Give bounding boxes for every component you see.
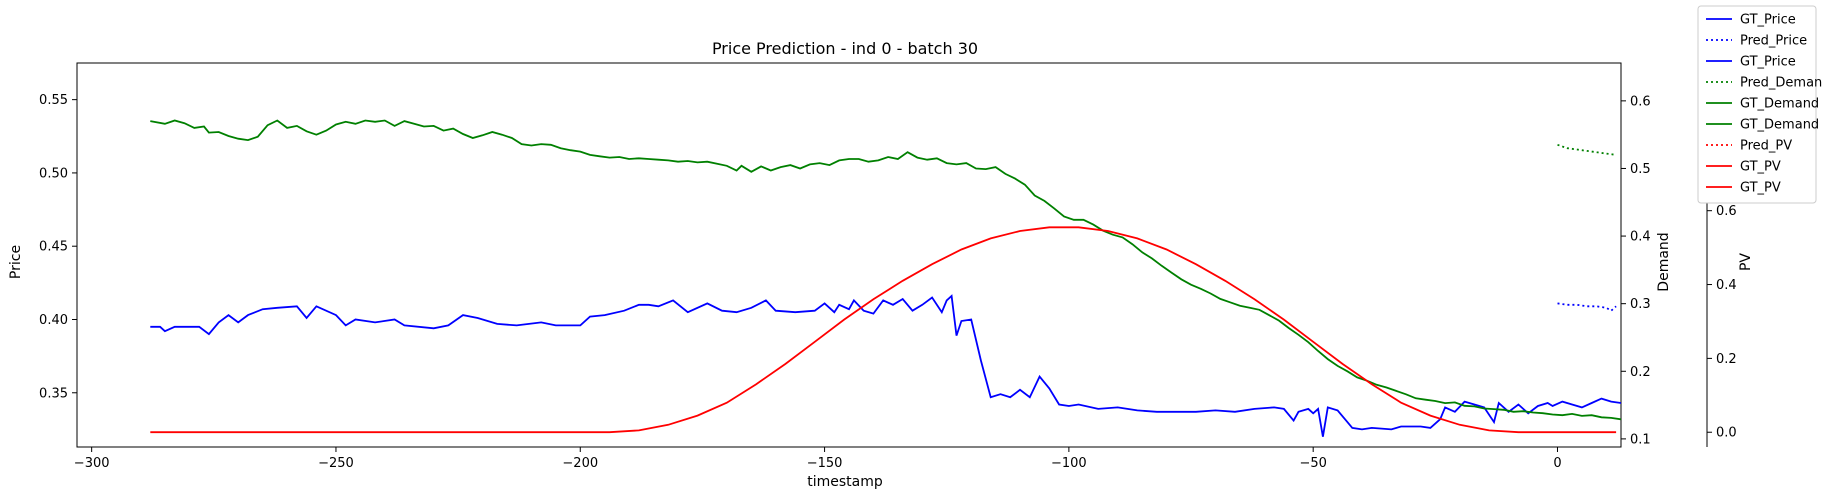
legend-label: GT_Price [1740, 13, 1796, 28]
price-tick-label: 0.35 [39, 386, 68, 401]
price-axis-label: Price [8, 245, 24, 279]
price-tick-label: 0.50 [39, 166, 68, 181]
legend-label: GT_PV [1740, 160, 1781, 175]
x-tick-label: −100 [1051, 456, 1087, 471]
x-tick-label: −150 [807, 456, 843, 471]
pv-tick-label: 0.4 [1716, 278, 1737, 293]
demand-tick-label: 0.1 [1630, 432, 1651, 447]
plot-area: −300 −250 −200 −150 −100 −50 00.350.400.450.50… [39, 62, 1737, 471]
series-pred-price-line [1557, 302, 1617, 312]
legend-label: GT_Demand [1740, 97, 1819, 112]
x-tick-label: −250 [318, 456, 354, 471]
legend-label: GT_PV [1740, 181, 1781, 196]
plot-frame [76, 62, 1622, 448]
x-tick-label: −50 [1299, 456, 1326, 471]
price-tick-label: 0.55 [39, 93, 68, 108]
pv-axis-label: PV [1738, 253, 1754, 271]
legend-box [1697, 5, 1817, 204]
x-tick-label: 0 [1553, 456, 1561, 471]
legend-label: Pred_Demand [1740, 76, 1822, 91]
demand-tick-label: 0.5 [1630, 162, 1651, 177]
pv-tick-label: 0.2 [1716, 352, 1737, 367]
demand-tick-label: 0.2 [1630, 365, 1651, 380]
x-tick-label: −300 [74, 456, 110, 471]
series-gt-demand-line [150, 119, 1621, 421]
demand-tick-label: 0.3 [1630, 297, 1651, 312]
series-gt-pv-line [150, 226, 1617, 434]
demand-tick-label: 0.4 [1630, 230, 1651, 245]
legend-label: Pred_Price [1740, 34, 1807, 49]
series-pred-demand-line [1557, 143, 1617, 156]
price-tick-label: 0.45 [39, 240, 68, 255]
pv-tick-label: 0.0 [1716, 426, 1737, 441]
price-tick-label: 0.40 [39, 313, 68, 328]
x-tick-label: −200 [562, 456, 598, 471]
series-gt-price-line [150, 294, 1621, 437]
legend-label: GT_Price [1740, 55, 1796, 70]
chart-title: Price Prediction - ind 0 - batch 30 [712, 39, 978, 58]
pv-tick-label: 0.6 [1716, 204, 1737, 219]
legend: GT_Price Pred_Price GT_Price Pred_Demand GT_… [1697, 5, 1822, 204]
x-axis-label: timestamp [807, 474, 883, 490]
demand-axis-label: Demand [1656, 232, 1672, 291]
legend-label: GT_Demand [1740, 118, 1819, 133]
demand-tick-label: 0.6 [1630, 94, 1651, 109]
legend-label: Pred_PV [1740, 139, 1792, 154]
